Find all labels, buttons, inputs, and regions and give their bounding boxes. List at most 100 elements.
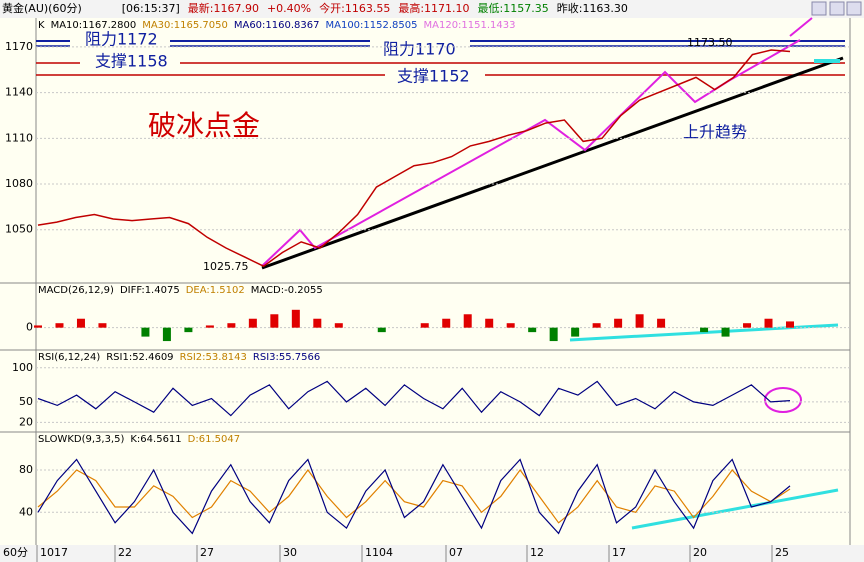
label-bg [80,52,180,72]
y-tick-label: 40 [19,505,33,518]
x-tick-label: 12 [530,546,544,559]
legend-item: SLOWKD(9,3,3,5) [38,434,124,445]
macd-bar [571,327,580,337]
macd-bar [98,323,107,328]
macd-bar [291,309,300,328]
legend-item: DIFF:1.4075 [120,285,180,296]
button[interactable] [829,1,845,16]
arrow [789,17,813,37]
quote-field: 黄金(AU)(60分) [2,1,82,15]
legend-item: RSI(6,12,24) [38,352,100,363]
low-label: 1025.75 [203,260,249,273]
annotation: 阻力1170 [383,40,456,59]
legend-item: K:64.5611 [130,434,181,445]
macd-bar [34,325,42,328]
y-tick-label: 1110 [5,131,33,144]
legend-item: RSI3:55.7566 [253,352,320,363]
macd-bar [635,314,644,328]
macd-bar [248,318,257,328]
y-tick-label: 100 [12,361,33,374]
legend-item: D:61.5047 [188,434,240,445]
price-line [37,49,791,268]
x-tick-label: 27 [200,546,214,559]
macd-bar [528,327,537,333]
y-tick-label: 80 [19,463,33,476]
x-axis-bar [0,545,864,562]
annotation-title: 破冰点金 [148,109,260,142]
macd-bar [549,327,558,342]
label-bg [70,31,170,51]
x-tick-label: 22 [118,546,132,559]
macd-bar [76,318,85,328]
y-tick-label: 50 [19,395,33,408]
quote-field: 最新:1167.90 [188,1,259,15]
legend-item: RSI1:52.4609 [106,352,173,363]
quote-field: [06:15:37] [122,2,180,15]
annotation: 上升趋势 [683,123,747,142]
y-tick-label: 1050 [5,223,33,236]
quote-field: +0.40% [267,2,311,15]
y-tick-label: 0 [26,321,33,334]
macd-bar [184,327,193,333]
macd-bar [614,318,623,328]
annotation: 支撑1152 [397,67,470,86]
top-bar [0,0,864,18]
macd-bar [141,327,150,337]
macd-bar [743,323,752,328]
x-tick-label: 30 [283,546,297,559]
y-tick-label: 1140 [5,86,33,99]
x-tick-label: 1104 [365,546,393,559]
trend-line [631,488,839,530]
x-axis-unit: 60分 [3,546,28,559]
macd-bar [420,323,429,328]
macd-bar [506,323,515,328]
macd-bar [377,327,386,333]
rsi-line [37,380,791,417]
annotation: 支撑1158 [95,52,168,71]
macd-bar [334,323,343,328]
quote-field: 今开:1163.55 [319,1,390,15]
button[interactable] [811,1,827,16]
button[interactable] [846,1,862,16]
macd-bar [463,314,472,328]
macd-bar [227,323,236,328]
label-bg [385,66,485,86]
x-tick-label: 17 [612,546,626,559]
macd-bar [721,327,730,337]
legend-item: MA60:1160.8367 [234,20,320,31]
macd-bar [764,318,773,328]
y-tick-label: 1080 [5,177,33,190]
macd-bar [485,318,494,328]
legend-item: MA10:1167.2800 [51,20,137,31]
quote-field: 最高:1171.10 [398,1,469,15]
macd-bar [162,327,171,342]
legend-item: K [38,20,45,31]
y-tick-label: 1170 [5,40,33,53]
legend-item: MA100:1152.8505 [325,20,417,31]
x-tick-label: 07 [449,546,463,559]
legend-item: RSI2:53.8143 [180,352,247,363]
legend-item: MACD(26,12,9) [38,285,114,296]
label-bg [370,39,470,59]
highlight-circle [764,387,802,413]
annotation: 阻力1172 [85,30,158,49]
legend-item: MACD:-0.2055 [251,285,323,296]
macd-bar [786,321,794,328]
macd-bar [592,323,601,328]
k-line [37,458,791,535]
trend-line [261,56,844,270]
macd-bar [205,325,214,328]
quote-field: 最低:1157.35 [478,2,549,15]
quote-field: 昨收:1163.30 [557,1,628,15]
chart-area [0,18,864,545]
y-tick-label: 20 [19,415,33,428]
high-label: 1173.50 [687,36,733,49]
legend-item: MA120:1151.1433 [424,20,516,31]
macd-bar [270,314,279,328]
legend-item: MA30:1165.7050 [142,20,228,31]
x-tick-label: 25 [775,546,789,559]
macd-bar [55,323,64,328]
macd-bar [442,318,451,328]
